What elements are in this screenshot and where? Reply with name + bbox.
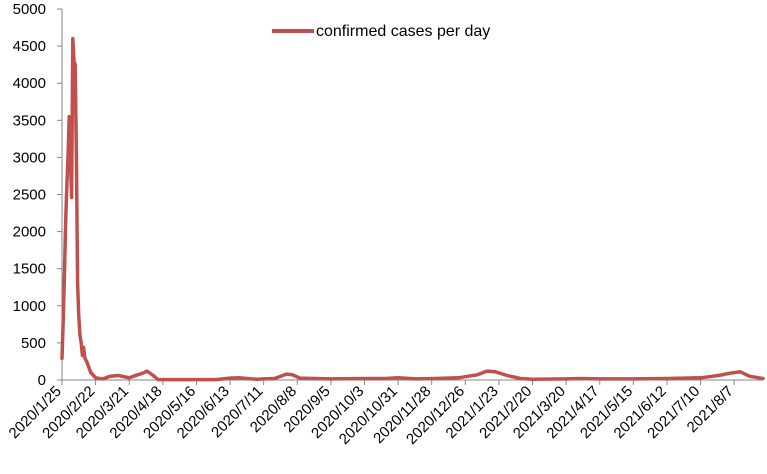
y-tick-label: 2500 — [13, 187, 46, 204]
y-tick-label: 2000 — [13, 224, 46, 241]
y-axis-ticks: 0 500 1000 1500 2000 2500 3000 3500 4000 4500 5000 — [13, 1, 62, 389]
legend-label: confirmed cases per day — [316, 23, 490, 40]
y-tick-label: 1500 — [13, 261, 46, 278]
y-tick-label: 4000 — [13, 75, 46, 92]
y-tick-label: 5000 — [13, 1, 46, 18]
y-tick-label: 3500 — [13, 112, 46, 129]
y-tick-label: 500 — [21, 335, 46, 352]
y-tick-label: 3000 — [13, 149, 46, 166]
y-tick-label: 0 — [38, 372, 46, 389]
series-line-confirmed-cases — [60, 36, 765, 382]
y-tick-label: 1000 — [13, 298, 46, 315]
legend: confirmed cases per day — [272, 23, 490, 40]
y-tick-label: 4500 — [13, 38, 46, 55]
